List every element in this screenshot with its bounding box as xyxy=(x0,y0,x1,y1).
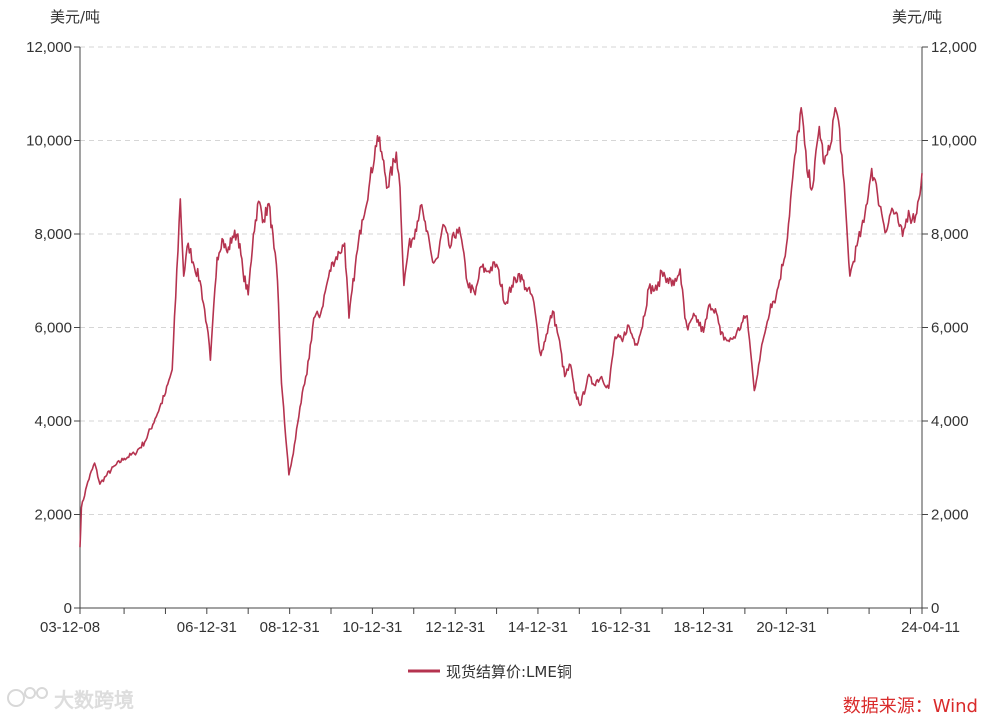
x-tick-label: 20-12-31 xyxy=(756,619,816,636)
right-unit-label: 美元/吨 xyxy=(892,8,942,26)
x-tick-label: 16-12-31 xyxy=(591,619,651,636)
brand-logo-icon xyxy=(7,687,48,707)
left-y-ticks: 0 2,000 4,000 6,000 8,000 10,000 12,000 xyxy=(26,39,80,617)
y-tick-label: 0 xyxy=(931,600,939,617)
y-tick-label: 10,000 xyxy=(931,133,977,150)
series-layer xyxy=(79,107,923,548)
y-tick-label: 12,000 xyxy=(26,39,72,56)
legend-label: 现货结算价:LME铜 xyxy=(446,663,572,681)
y-tick-label: 8,000 xyxy=(34,226,72,243)
x-tick-label: 10-12-31 xyxy=(342,619,402,636)
x-tick-label: 12-12-31 xyxy=(425,619,485,636)
y-tick-label: 12,000 xyxy=(931,39,977,56)
gridlines xyxy=(80,46,922,515)
x-tick-label: 03-12-08 xyxy=(40,619,100,636)
x-tick-label: 06-12-31 xyxy=(177,619,237,636)
y-tick-label: 0 xyxy=(64,600,72,617)
left-unit-label: 美元/吨 xyxy=(50,8,100,26)
series-line xyxy=(79,107,923,548)
y-tick-label: 4,000 xyxy=(931,413,969,430)
y-tick-label: 4,000 xyxy=(34,413,72,430)
y-tick-label: 2,000 xyxy=(34,507,72,524)
y-tick-label: 8,000 xyxy=(931,226,969,243)
y-tick-label: 10,000 xyxy=(26,133,72,150)
watermark-text: 大数跨境 xyxy=(54,688,134,712)
x-ticks: 03-12-08 06-12-31 08-12-31 10-12-31 12-12-31… xyxy=(40,608,960,636)
source-label: 数据来源：Wind xyxy=(843,696,978,717)
y-tick-label: 6,000 xyxy=(931,320,969,337)
y-tick-label: 6,000 xyxy=(34,320,72,337)
y-tick-label: 2,000 xyxy=(931,507,969,524)
x-tick-label: 24-04-11 xyxy=(901,619,960,636)
right-y-ticks: 0 2,000 4,000 6,000 8,000 10,000 12,000 xyxy=(922,39,977,617)
x-tick-label: 18-12-31 xyxy=(673,619,733,636)
watermark: 大数跨境 xyxy=(7,687,134,712)
x-tick-label: 14-12-31 xyxy=(508,619,568,636)
legend: 现货结算价:LME铜 xyxy=(408,663,572,681)
x-tick-label: 08-12-31 xyxy=(260,619,320,636)
